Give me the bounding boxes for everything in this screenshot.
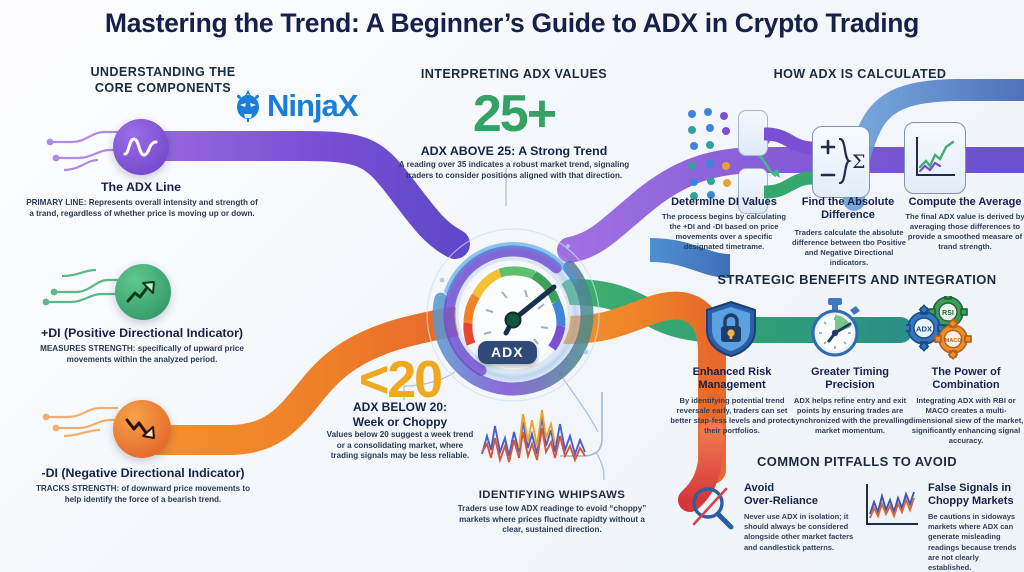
benefits-heading: STRATEGIC BENEFITS AND INTEGRATION — [717, 272, 997, 287]
calc-step-2-body: Traders calculate the absolute differenc… — [792, 228, 906, 268]
benefit-2-title: Greater Timing Precision — [810, 366, 890, 392]
adx-line-title: The ADX Line — [100, 180, 182, 194]
plus-di-icon-circle[interactable] — [115, 264, 171, 320]
up-arrow-trend-icon — [126, 281, 155, 303]
plus-di-title: +DI (Positive Directional Indicator) — [40, 326, 244, 340]
benefit-1-title: Enhanced Risk Management — [692, 366, 772, 392]
calc-step-1-title: Determine DI Values — [671, 196, 777, 208]
svg-text:ADX: ADX — [916, 324, 932, 333]
calc-box-chart — [904, 122, 966, 194]
svg-text:RSI: RSI — [942, 310, 954, 317]
volatile-line-chart-icon — [481, 409, 586, 464]
adx-line-body: PRIMARY LINE: Represents overall intensi… — [26, 198, 258, 218]
adx-below-20-body: Values below 20 suggest a week trend or … — [326, 430, 474, 461]
ninja-mask-icon — [237, 90, 259, 122]
svg-text:Σ: Σ — [852, 151, 865, 173]
adx-below-20-value: <20 — [358, 351, 443, 409]
interpreting-heading: INTERPRETING ADX VALUES — [420, 67, 608, 81]
pitfall-1-title: Avoid Over-Reliance — [744, 482, 818, 508]
benefit-3-title: The Power of Combination — [931, 366, 1001, 392]
calc-box-minus-di — [738, 168, 768, 214]
choppy-chart-icon[interactable] — [862, 482, 922, 532]
whipsaws-body: Traders use low ADX readinge to evoid “c… — [457, 504, 647, 535]
minus-di-title: -DI (Negative Directional Indicator) — [41, 466, 245, 480]
pitfalls-heading: COMMON PITFALLS TO AVOID — [756, 454, 958, 469]
calc-step-3-body: The final ADX value is derived by averag… — [905, 212, 1024, 252]
adx-above-25-value: 25+ — [472, 85, 557, 143]
plus-minus-sigma-icon: Σ — [820, 137, 865, 185]
calc-ribbon-branches — [764, 127, 850, 199]
svg-text:MACD: MACD — [945, 338, 962, 344]
pitfall-2-title: False Signals in Choppy Markets — [928, 482, 1014, 508]
adx-gauge[interactable]: ADX — [418, 220, 608, 410]
calc-box-sigma: Σ — [812, 126, 870, 198]
calc-box-plus-di — [738, 110, 768, 156]
calculated-heading: HOW ADX IS CALCULATED — [773, 67, 947, 81]
core-components-heading: UNDERSTANDING THE CORE COMPONENTS — [90, 65, 236, 96]
adx-below-20-title: ADX BELOW 20: Week or Choppy — [352, 400, 448, 429]
stopwatch-icon[interactable] — [806, 296, 864, 358]
brand-name: NinjaX — [267, 88, 358, 123]
whipsaws-heading: IDENTIFYING WHIPSAWS — [478, 489, 626, 501]
adx-gauge-label: ADX — [478, 341, 537, 364]
line-chart-icon — [916, 137, 955, 176]
page-title: Mastering the Trend: A Beginner’s Guide … — [104, 8, 920, 38]
calc-step-3-title: Compute the Average — [908, 196, 1022, 208]
minus-di-icon-circle[interactable] — [113, 400, 171, 458]
adx-above-25-body: A reading over 35 indicates a robust mar… — [398, 160, 630, 180]
gears-icon[interactable]: RSI ADX — [906, 296, 978, 360]
minus-di-body: TRACKS STRENGTH: of downward price movem… — [35, 484, 251, 504]
benefit-1-body: By identifying potential trend reversale… — [670, 396, 794, 436]
shield-lock-icon[interactable] — [703, 300, 759, 358]
adx-above-25-title: ADX ABOVE 25: A Strong Trend — [420, 144, 608, 158]
pitfall-1-body: Never use ADX in isolation; it should al… — [744, 512, 854, 552]
magnifier-crossed-icon[interactable] — [686, 484, 738, 534]
adx-line-icon-circle[interactable] — [113, 119, 169, 175]
benefit-3-body: Integrating ADX with RBI or MACO creates… — [908, 396, 1024, 446]
brand-logo: NinjaX — [232, 88, 358, 124]
pitfall-2-body: Be cautions in sidoways markets where AD… — [928, 512, 1017, 572]
benefit-2-body: ADX helps refine entry and exit points b… — [791, 396, 909, 436]
plus-di-body: MEASURES STRENGTH: specifically of upwar… — [40, 344, 244, 364]
adx-wave-icon — [123, 137, 158, 157]
calc-step-1-body: The process begins by calculating the +D… — [661, 212, 787, 252]
calc-step-2-title: Find the Absolute Difference — [801, 196, 895, 222]
down-arrow-trend-icon — [125, 418, 155, 439]
